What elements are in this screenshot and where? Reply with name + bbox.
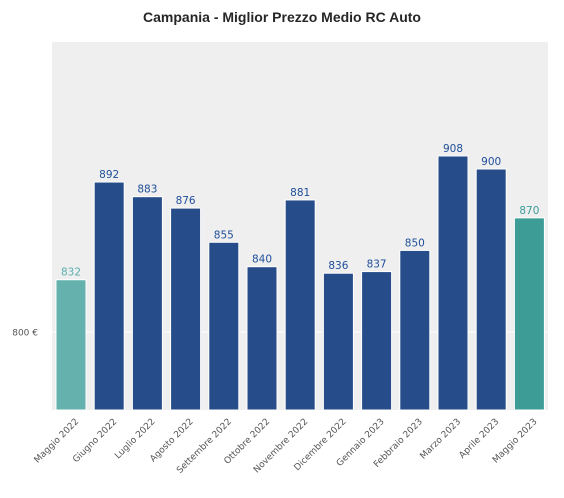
bar	[322, 272, 354, 411]
bar	[437, 155, 469, 411]
bar	[170, 207, 202, 411]
bar	[399, 249, 431, 411]
y-axis-ticks: 800 €	[12, 328, 38, 338]
x-tick-label: Marzo 2023	[419, 417, 464, 462]
bar	[513, 217, 545, 411]
value-labels: 832 892 883 876 855 840 881 836 837 850 908 900 870	[61, 143, 539, 279]
data-label: 883	[137, 184, 157, 196]
bar	[131, 196, 163, 411]
data-label: 837	[367, 259, 387, 271]
data-label: 840	[252, 254, 272, 266]
data-label: 850	[405, 237, 425, 249]
data-label: 876	[176, 195, 196, 207]
bar	[93, 181, 125, 411]
data-label: 836	[328, 260, 348, 272]
bar	[246, 266, 278, 411]
chart-title: Campania - Miglior Prezzo Medio RC Auto	[143, 9, 421, 25]
bars	[55, 155, 545, 411]
data-label: 908	[443, 143, 463, 155]
y-tick-label: 800 €	[12, 328, 38, 338]
data-label: 900	[481, 156, 501, 168]
data-label: 892	[99, 169, 119, 181]
data-label: 832	[61, 267, 81, 279]
bar	[475, 168, 507, 411]
bar	[361, 271, 393, 411]
data-label: 881	[290, 187, 310, 199]
bar	[284, 199, 316, 411]
bar	[55, 279, 87, 411]
data-label: 855	[214, 229, 234, 241]
bar	[208, 241, 240, 411]
data-label: 870	[519, 205, 539, 217]
